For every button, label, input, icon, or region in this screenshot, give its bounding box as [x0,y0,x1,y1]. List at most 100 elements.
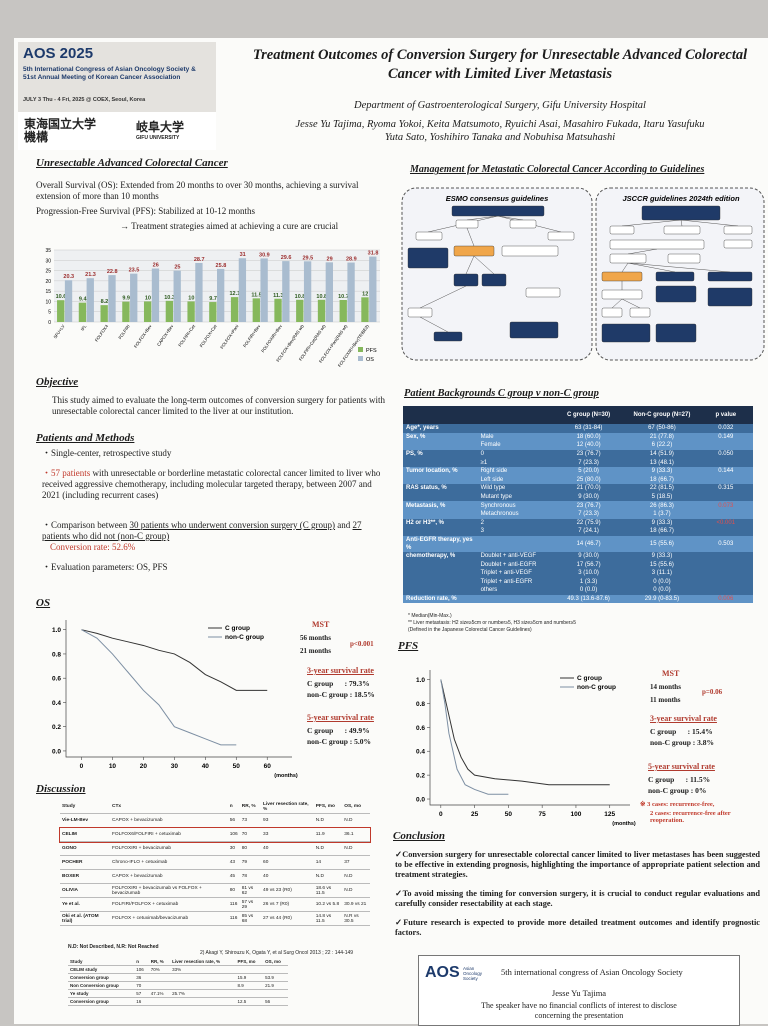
legend-label: non-C group [225,634,264,641]
table-cell: 8.9 [235,981,264,990]
table-cell: 18 (66.7) [649,528,674,535]
method-highlight: Conversion rate: 52.6% [50,542,136,552]
bar-value-label: 28.9 [346,257,357,263]
flow-node-box: non MSI-H [610,254,646,263]
table-row: Anti-EGFR therapy, yes % 14 (46.7) 15 (55.… [403,535,753,552]
flow-node [501,245,559,257]
flow-node-box: Vulnerable [664,226,700,234]
table-cell: 18 (60.0) [576,433,601,440]
rate-value: non-C group : 0% [648,786,707,795]
flow-node [415,231,443,241]
flow-node-box: Second line [526,288,560,297]
table-cell: 85 vs 68 [239,911,262,926]
method-item: ・Evaluation parameters: OS, PFS [42,562,168,572]
intro-line: Progression-Free Survival (PFS): Stabili… [36,206,255,216]
table-cell [699,552,753,561]
table-cell: 47.1% [148,989,171,998]
table-cell: POCHER [60,855,110,870]
method-item: ・57 patients with unresectable or border… [42,468,387,501]
table-cell: Doublet + anti-EGFR [480,561,537,568]
table-cell [170,997,236,1006]
bar-value-label: 30.9 [259,252,270,258]
table-cell: Wild type [480,485,506,492]
bar [230,297,239,322]
x-tick-label: 10 [109,763,117,770]
table-row: PS, % 0 23 (76.7) 14 (51.9) 0.050 [403,449,753,459]
x-tick-label: 20 [140,763,148,770]
table-row: Doublet + anti-EGFR 17 (56.7) 15 (55.6) [403,560,753,569]
bar-value-label: 20.3 [63,274,74,280]
table-cell: 18.6 vs 11.5 [313,883,343,898]
table-cell: 21 (77.8) [649,433,674,440]
x-tick-label: 125 [604,811,615,818]
x-axis-label: (months) [274,773,298,779]
table-cell: Triplet + anti-VEGF [480,570,532,577]
conference-banner: AOS 2025 5th International Congress of A… [18,42,216,150]
coi-box: AOS Asian Oncology Society 5th internati… [418,955,740,1026]
bar [325,262,333,322]
table-cell: 79 [239,855,262,870]
table-header-cell: Non-C group (N=27) [633,412,691,418]
x-tick-label: 5FU+LV [53,324,66,340]
flow-node [433,331,463,342]
flow-connector [621,219,682,227]
bar [282,261,290,322]
bar-value-label: 12.1 [229,291,240,297]
table-cell: 23 (76.7) [576,451,601,458]
table-cell: N.D [342,869,370,884]
table-cell: FOLFOX + cetuximab/bevacizumab [110,911,228,926]
university-logos: 東海国立大学機構 岐阜大学 GIFU UNIVERSITY [18,112,216,150]
rate-value: C group : 15.4% [650,727,713,736]
table-cell: 29.9 (0-83.5) [644,595,680,602]
table-cell: 5 (18.5) [651,494,673,501]
bar [260,258,268,322]
table-cell: 70 [239,827,262,842]
flow-connector [680,219,683,227]
table-cell: Mutant type [480,494,512,501]
table-cell: 63 (31-84) [574,425,603,432]
speaker: Jesse Yu Tajima [551,988,607,998]
flow-connector [611,298,623,309]
flow-node-box: MSI-H [668,254,700,263]
table-cell: 5 (20.0) [578,468,599,475]
table-cell [699,527,753,536]
table-header-cell: Liver resection rate, % [261,800,314,814]
flow-node [453,245,495,257]
table-row: chemotherapy, % Doublet + anti-VEGF 9 (30.… [403,551,753,561]
table-cell: 15 (55.6) [649,540,674,547]
p-value: p=0.06 [702,688,723,696]
bar [64,280,73,322]
table-row: Mutant type 9 (30.0) 5 (18.5) [403,492,753,502]
survival-curve [81,629,237,746]
table-row: Metastasis, % Synchronous 23 (76.7) 26 (86.… [403,501,753,510]
flow-connector [419,285,467,309]
table-cell: 0 (0.0) [653,578,671,585]
bar [57,300,65,322]
table-cell: 25 (80.0) [576,476,601,483]
table-header-cell: OS, mo [342,800,370,814]
regimen-bar-chart: 0 5 10 15 20 25 30 35 10.6 20.3 5FU+LV 9.4 21.3 IFL 8.… [45,248,380,368]
flow-node-box: RAS wt [454,274,478,286]
table-cell: FOLFOXIRI + bevacizumab [110,841,228,856]
bar-value-label: 23.5 [129,268,140,274]
bar [122,301,130,322]
intro-line: → Treatment strategies aimed at achievin… [120,221,339,231]
table-cell: 23 (76.7) [576,502,601,509]
y-tick-label: 5 [48,310,51,316]
table-cell: CELIM [60,827,110,842]
table-cell [699,510,753,519]
authors: Yuta Sato, Yoshihiro Tanaka and Nobuhisa… [384,132,616,143]
table-cell [235,989,264,998]
table-cell: 57 [134,989,149,998]
x-tick-label: 60 [264,763,272,770]
table-cell: CAPOX + bevacizumab [110,869,228,884]
flow-node-box: Frail [724,226,752,234]
table-cell: Non Conversion group [68,981,135,990]
table-cell: 9 (33.3) [651,519,673,526]
y-tick-label: 10 [45,299,51,305]
flow-connector [621,262,629,273]
conclusion-item: ✓To avoid missing the timing for convers… [395,889,760,908]
bar [165,300,174,322]
rate-value: C group : 49.9% [307,726,370,735]
